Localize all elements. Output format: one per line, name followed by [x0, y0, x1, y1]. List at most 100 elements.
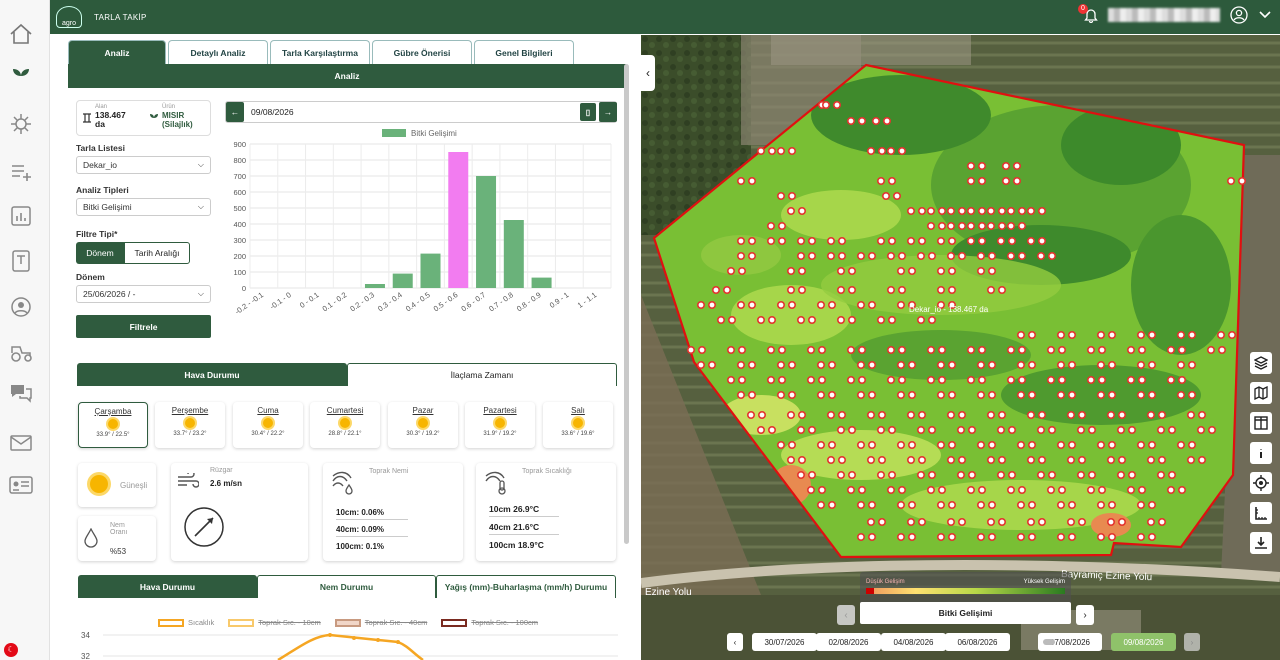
sample-point[interactable] — [1116, 425, 1125, 434]
sample-point[interactable] — [857, 360, 866, 369]
sample-point[interactable] — [977, 162, 986, 171]
field-map[interactable]: Dekar_io - 138.467 da Bayramiç Ezine Yol… — [641, 35, 1280, 660]
sample-point[interactable] — [1017, 222, 1026, 231]
sample-point[interactable] — [947, 500, 956, 509]
sample-point[interactable] — [1096, 390, 1105, 399]
sample-point[interactable] — [927, 252, 936, 261]
sample-point[interactable] — [1097, 345, 1106, 354]
sample-point[interactable] — [976, 532, 985, 541]
measure-button[interactable] — [1250, 502, 1272, 524]
sample-point[interactable] — [907, 360, 916, 369]
sample-point[interactable] — [887, 286, 896, 295]
language-flag-icon[interactable]: ☾ — [4, 643, 18, 657]
sample-point[interactable] — [848, 286, 857, 295]
sample-point[interactable] — [787, 267, 796, 276]
sample-point[interactable] — [987, 500, 996, 509]
sample-point[interactable] — [947, 440, 956, 449]
sample-point[interactable] — [777, 147, 786, 156]
sample-point[interactable] — [917, 455, 926, 464]
sample-point[interactable] — [1117, 455, 1126, 464]
sample-point[interactable] — [966, 237, 975, 246]
sample-point[interactable] — [878, 410, 887, 419]
sample-point[interactable] — [1046, 485, 1055, 494]
sample-point[interactable] — [916, 470, 925, 479]
sample-point[interactable] — [1027, 360, 1036, 369]
sample-point[interactable] — [936, 500, 945, 509]
sample-point[interactable] — [1016, 500, 1025, 509]
sample-point[interactable] — [807, 485, 816, 494]
sample-point[interactable] — [966, 345, 975, 354]
sample-point[interactable] — [798, 455, 807, 464]
sample-point[interactable] — [956, 470, 965, 479]
sample-point[interactable] — [708, 360, 717, 369]
tab-bottom-hava-durumu[interactable]: Hava Durumu — [78, 575, 257, 598]
tab-yagis-buharlasma[interactable]: Yağış (mm)-Buharlaşma (mm/h) Durumu — [436, 575, 616, 598]
sample-point[interactable] — [837, 470, 846, 479]
sample-point[interactable] — [817, 500, 826, 509]
sample-point[interactable] — [767, 222, 776, 231]
sample-point[interactable] — [828, 300, 837, 309]
sample-point[interactable] — [712, 286, 721, 295]
sample-point[interactable] — [887, 147, 896, 156]
sample-point[interactable] — [896, 300, 905, 309]
sample-point[interactable] — [798, 267, 807, 276]
sample-point[interactable] — [748, 177, 757, 186]
sample-point[interactable] — [857, 252, 866, 261]
dates-prev-button[interactable]: ‹ — [727, 633, 743, 651]
sample-point[interactable] — [848, 267, 857, 276]
sample-point[interactable] — [1012, 162, 1021, 171]
histogram-bar[interactable] — [476, 176, 497, 288]
sample-point[interactable] — [907, 390, 916, 399]
sample-point[interactable] — [797, 252, 806, 261]
histogram-bar[interactable] — [531, 277, 552, 288]
sample-point[interactable] — [927, 315, 936, 324]
sample-point[interactable] — [1126, 375, 1135, 384]
forecast-day-card[interactable]: Salı 33.6° / 19.6° — [543, 402, 613, 448]
sample-point[interactable] — [737, 390, 746, 399]
sample-point[interactable] — [1217, 345, 1226, 354]
sample-point[interactable] — [798, 207, 807, 216]
sample-point[interactable] — [827, 252, 836, 261]
sample-point[interactable] — [977, 207, 986, 216]
sample-point[interactable] — [1087, 470, 1096, 479]
sample-point[interactable] — [947, 360, 956, 369]
sample-point[interactable] — [877, 470, 886, 479]
sample-point[interactable] — [987, 267, 996, 276]
sample-point[interactable] — [996, 425, 1005, 434]
sample-point[interactable] — [827, 237, 836, 246]
sample-point[interactable] — [822, 101, 831, 110]
sample-point[interactable] — [957, 410, 966, 419]
sample-point[interactable] — [997, 222, 1006, 231]
sample-point[interactable] — [1086, 345, 1095, 354]
sample-point[interactable] — [1157, 410, 1166, 419]
collapse-panel-button[interactable]: ‹ — [641, 55, 655, 91]
sample-point[interactable] — [997, 517, 1006, 526]
sample-point[interactable] — [936, 267, 945, 276]
sample-point[interactable] — [896, 360, 905, 369]
sample-point[interactable] — [1027, 390, 1036, 399]
download-button[interactable] — [1250, 532, 1272, 554]
sample-point[interactable] — [1147, 500, 1156, 509]
sample-point[interactable] — [1016, 360, 1025, 369]
sample-point[interactable] — [758, 410, 767, 419]
sample-point[interactable] — [728, 315, 737, 324]
sample-point[interactable] — [828, 360, 837, 369]
sample-point[interactable] — [1006, 345, 1015, 354]
sample-point[interactable] — [847, 375, 856, 384]
sample-point[interactable] — [1056, 330, 1065, 339]
sample-point[interactable] — [996, 470, 1005, 479]
sample-point[interactable] — [797, 315, 806, 324]
sample-point[interactable] — [857, 500, 866, 509]
layers-button[interactable] — [1250, 352, 1272, 374]
sample-point[interactable] — [1036, 425, 1045, 434]
sample-point[interactable] — [1056, 500, 1065, 509]
sample-point[interactable] — [946, 222, 955, 231]
sample-point[interactable] — [1056, 360, 1065, 369]
sample-point[interactable] — [757, 147, 766, 156]
sample-point[interactable] — [907, 267, 916, 276]
sample-point[interactable] — [858, 375, 867, 384]
sample-point[interactable] — [1057, 485, 1066, 494]
sample-point[interactable] — [1096, 500, 1105, 509]
sample-point[interactable] — [1087, 425, 1096, 434]
sample-point[interactable] — [817, 440, 826, 449]
